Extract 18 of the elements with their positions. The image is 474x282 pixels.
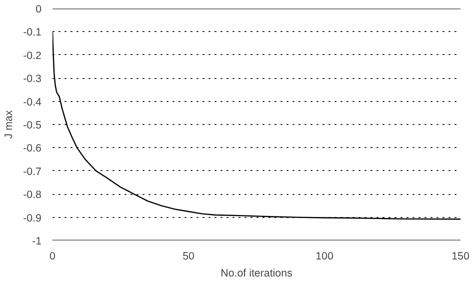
x-tick-label: 50 bbox=[182, 250, 194, 262]
y-axis-title: J max bbox=[3, 110, 16, 139]
y-tick-label: -0.2 bbox=[23, 50, 42, 62]
y-tick-label: -1 bbox=[32, 236, 42, 248]
x-tick-label: 100 bbox=[316, 250, 334, 262]
x-axis-title: No.of iterations bbox=[220, 268, 292, 280]
y-tick-label: -0.1 bbox=[23, 26, 42, 39]
line-series bbox=[52, 31, 460, 220]
y-tick-label: -0.4 bbox=[23, 96, 42, 108]
y-tick-label: -0.9 bbox=[23, 212, 42, 224]
y-tick-label: -0.3 bbox=[23, 73, 42, 86]
y-tick-label: -0.8 bbox=[23, 189, 42, 202]
y-tick-label: 0 bbox=[36, 4, 42, 16]
x-tick-label: 150 bbox=[452, 250, 470, 262]
y-tick-label: -0.5 bbox=[23, 120, 42, 132]
x-tick-label: 0 bbox=[50, 250, 56, 262]
y-tick-label: -0.7 bbox=[23, 166, 42, 178]
y-tick-label: -0.6 bbox=[23, 142, 42, 155]
